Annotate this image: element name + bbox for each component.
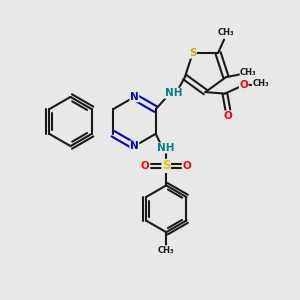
Text: S: S <box>189 48 196 58</box>
Text: O: O <box>224 111 232 121</box>
Text: N: N <box>130 141 139 151</box>
Text: CH₃: CH₃ <box>217 28 234 38</box>
Text: S: S <box>162 159 170 172</box>
Text: NH: NH <box>164 88 182 98</box>
Text: N: N <box>130 92 139 102</box>
Text: NH: NH <box>158 143 175 153</box>
Text: CH₃: CH₃ <box>240 68 257 77</box>
Text: CH₃: CH₃ <box>158 246 175 255</box>
Text: O: O <box>183 161 192 171</box>
Text: O: O <box>239 80 248 90</box>
Text: O: O <box>141 161 150 171</box>
Text: CH₃: CH₃ <box>252 79 269 88</box>
